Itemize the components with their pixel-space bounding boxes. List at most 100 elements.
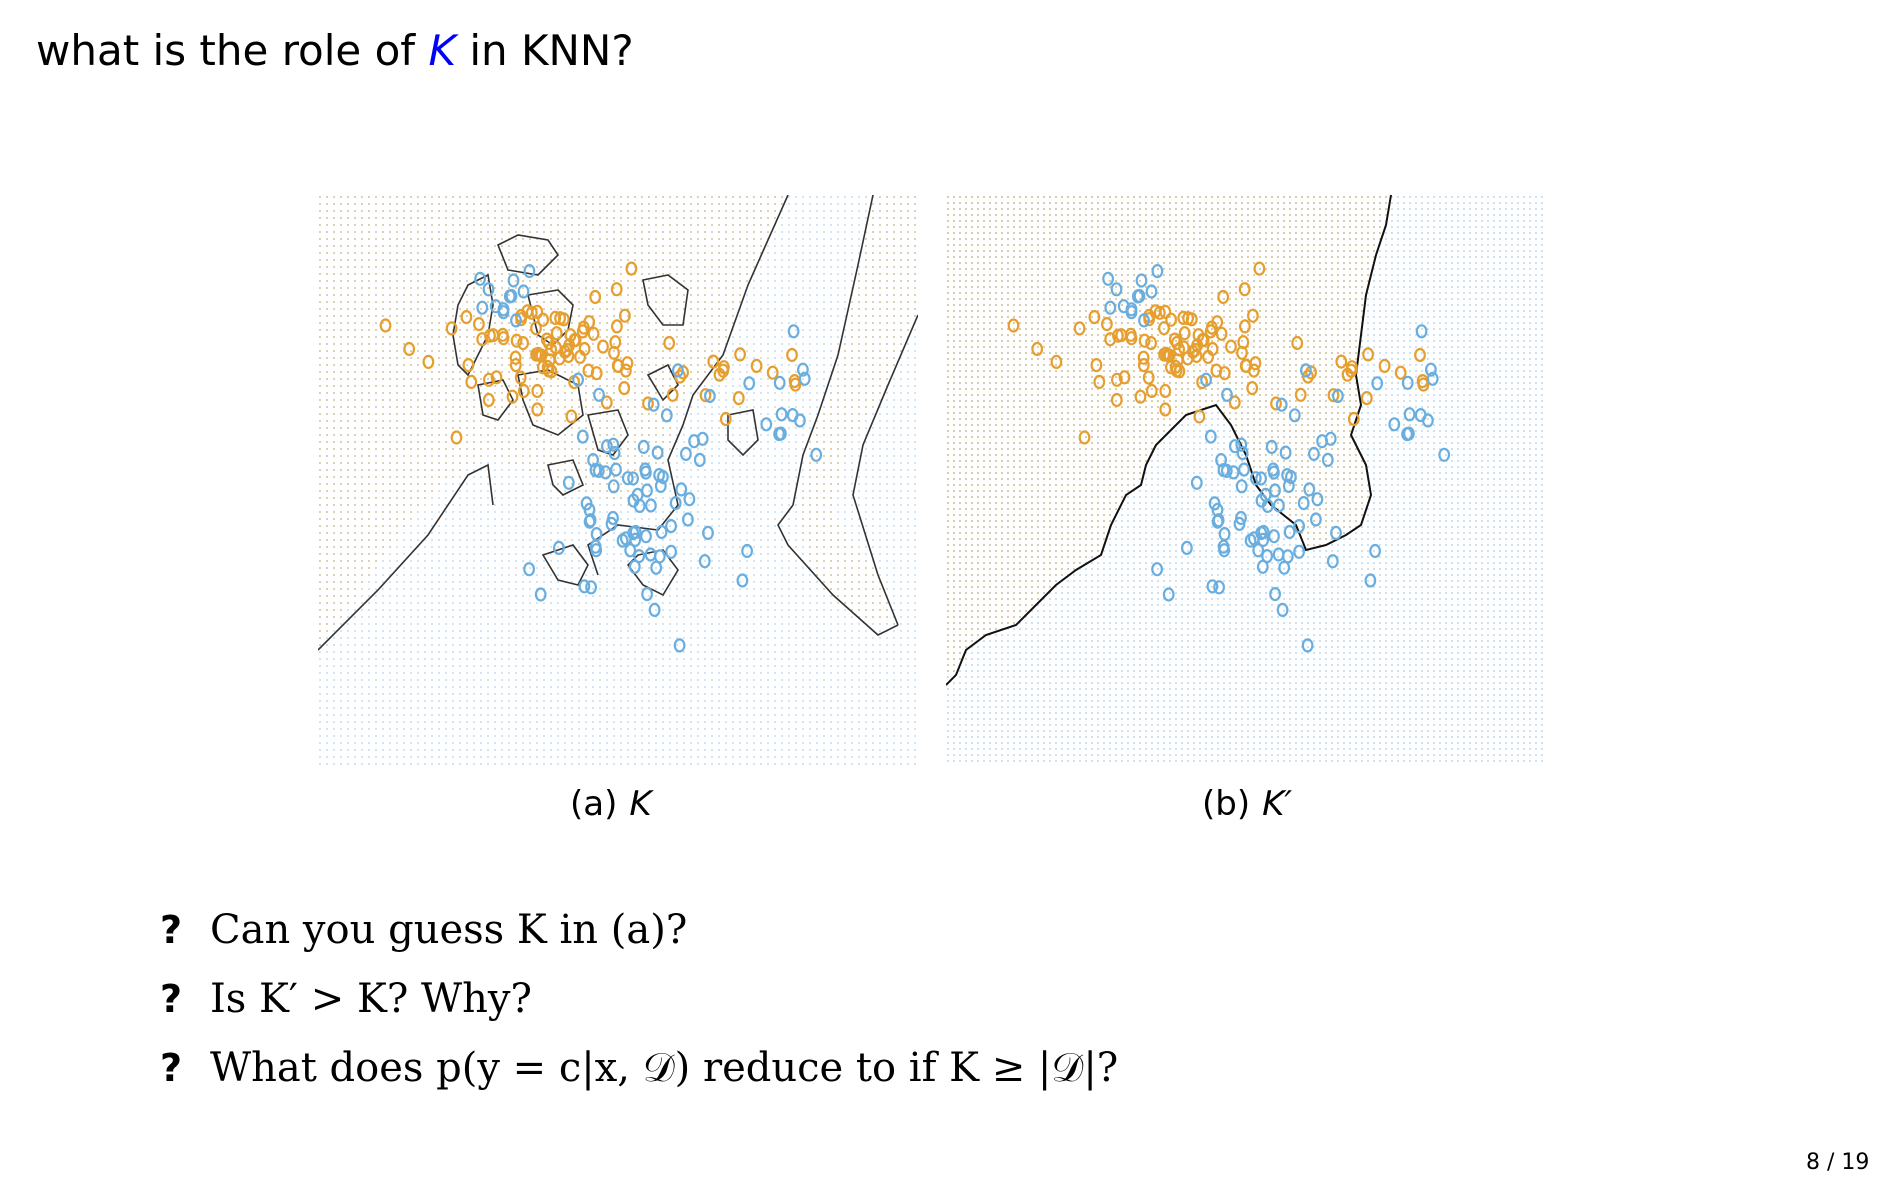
data-point-blue — [1110, 282, 1123, 297]
data-point-orange — [578, 341, 591, 357]
data-point-blue — [562, 475, 575, 490]
k-symbol: K — [428, 26, 456, 75]
data-point-orange — [1145, 383, 1158, 399]
data-point-orange — [1088, 309, 1101, 325]
data-point-blue — [1282, 478, 1295, 493]
data-point-orange — [1158, 321, 1170, 336]
data-point-orange — [1124, 327, 1137, 342]
data-point-blue — [787, 324, 800, 339]
data-point-orange — [1206, 341, 1219, 357]
data-point-orange — [677, 365, 690, 380]
data-point-orange — [1238, 282, 1251, 297]
data-point-blue — [1268, 529, 1280, 544]
data-point-blue — [702, 525, 714, 540]
data-point-blue — [1301, 638, 1314, 653]
data-point-orange — [530, 321, 542, 336]
data-point-orange — [540, 332, 553, 347]
data-point-orange — [564, 328, 577, 343]
data-point-orange — [1305, 365, 1318, 380]
data-point-blue — [1371, 376, 1384, 391]
data-point-orange — [550, 326, 563, 341]
data-point-orange — [1204, 324, 1217, 339]
data-point-blue — [631, 487, 644, 502]
data-point-blue — [1285, 469, 1297, 485]
data-point-orange — [618, 381, 631, 396]
data-point-orange — [563, 338, 576, 353]
data-point-orange — [1217, 289, 1230, 305]
knn-plot-small-k — [318, 195, 918, 765]
data-point-orange — [1165, 312, 1178, 327]
data-point-blue — [698, 554, 711, 569]
data-point-orange — [1160, 346, 1173, 361]
data-point-blue — [736, 573, 749, 588]
data-point-blue — [665, 544, 678, 559]
data-point-orange — [422, 354, 435, 369]
data-point-blue — [675, 482, 688, 497]
data-point-orange — [1110, 372, 1123, 387]
data-point-orange — [734, 347, 747, 362]
data-point-blue — [660, 408, 673, 423]
data-point-orange — [1239, 358, 1252, 373]
data-point-orange — [713, 367, 726, 382]
data-point-orange — [496, 327, 509, 342]
data-point-orange — [642, 396, 654, 411]
decision-boundary — [946, 195, 1392, 686]
data-point-orange — [514, 370, 527, 385]
data-point-orange — [1291, 335, 1304, 351]
data-point-orange — [1360, 391, 1373, 406]
data-point-blue — [1415, 324, 1428, 339]
data-point-orange — [1237, 335, 1250, 350]
data-point-blue — [648, 602, 661, 617]
data-point-blue — [1102, 271, 1115, 286]
data-point-orange — [789, 377, 802, 392]
data-point-orange — [1078, 430, 1091, 445]
question-mark-icon: ? — [160, 976, 183, 1021]
data-point-orange — [1253, 261, 1266, 276]
data-point-blue — [1316, 434, 1329, 449]
data-point-blue — [1281, 549, 1294, 564]
data-point-blue — [1135, 273, 1148, 288]
data-point-blue — [1151, 562, 1164, 577]
data-point-blue — [1244, 533, 1257, 548]
data-point-blue — [628, 559, 641, 574]
data-point-orange — [445, 321, 458, 336]
data-point-blue — [1236, 446, 1249, 461]
data-point-orange — [1170, 363, 1183, 378]
data-point-blue — [743, 376, 756, 391]
data-point-blue — [593, 387, 605, 402]
data-point-orange — [1335, 354, 1348, 369]
data-point-blue — [1425, 362, 1437, 377]
slide-title: what is the role of K in KNN? — [36, 26, 634, 75]
data-point-orange — [589, 289, 602, 305]
question-mark-icon: ? — [160, 907, 183, 952]
data-point-orange — [610, 282, 623, 297]
data-point-orange — [1159, 402, 1172, 417]
data-point-blue — [572, 372, 585, 387]
caption-b: (b) K′ — [1202, 784, 1293, 824]
data-point-blue — [601, 439, 613, 454]
region-orange — [946, 195, 1391, 675]
data-point-blue — [1221, 387, 1233, 402]
data-point-orange — [1239, 319, 1251, 334]
data-point-blue — [651, 445, 664, 460]
data-point-blue — [1414, 408, 1427, 423]
data-point-blue — [1403, 407, 1416, 422]
data-point-blue — [1330, 525, 1342, 540]
data-point-orange — [719, 411, 732, 427]
data-point-blue — [1227, 465, 1240, 480]
question-list: ? Can you guess K in (a)? ? Is K′ > K? Why… — [160, 895, 1118, 1102]
question-mark-icon: ? — [160, 1045, 183, 1090]
data-point-blue — [1288, 408, 1301, 423]
data-point-orange — [1247, 308, 1259, 323]
data-point-blue — [1403, 426, 1415, 441]
data-point-blue — [688, 434, 701, 449]
data-point-orange — [525, 305, 538, 320]
data-point-blue — [517, 284, 530, 299]
data-point-blue — [476, 300, 489, 315]
data-point-blue — [1229, 439, 1241, 454]
data-point-blue — [482, 282, 495, 297]
data-point-orange — [1414, 347, 1426, 363]
data-point-blue — [641, 587, 654, 602]
data-point-blue — [627, 526, 640, 541]
caption-a: (a) K — [570, 784, 652, 824]
